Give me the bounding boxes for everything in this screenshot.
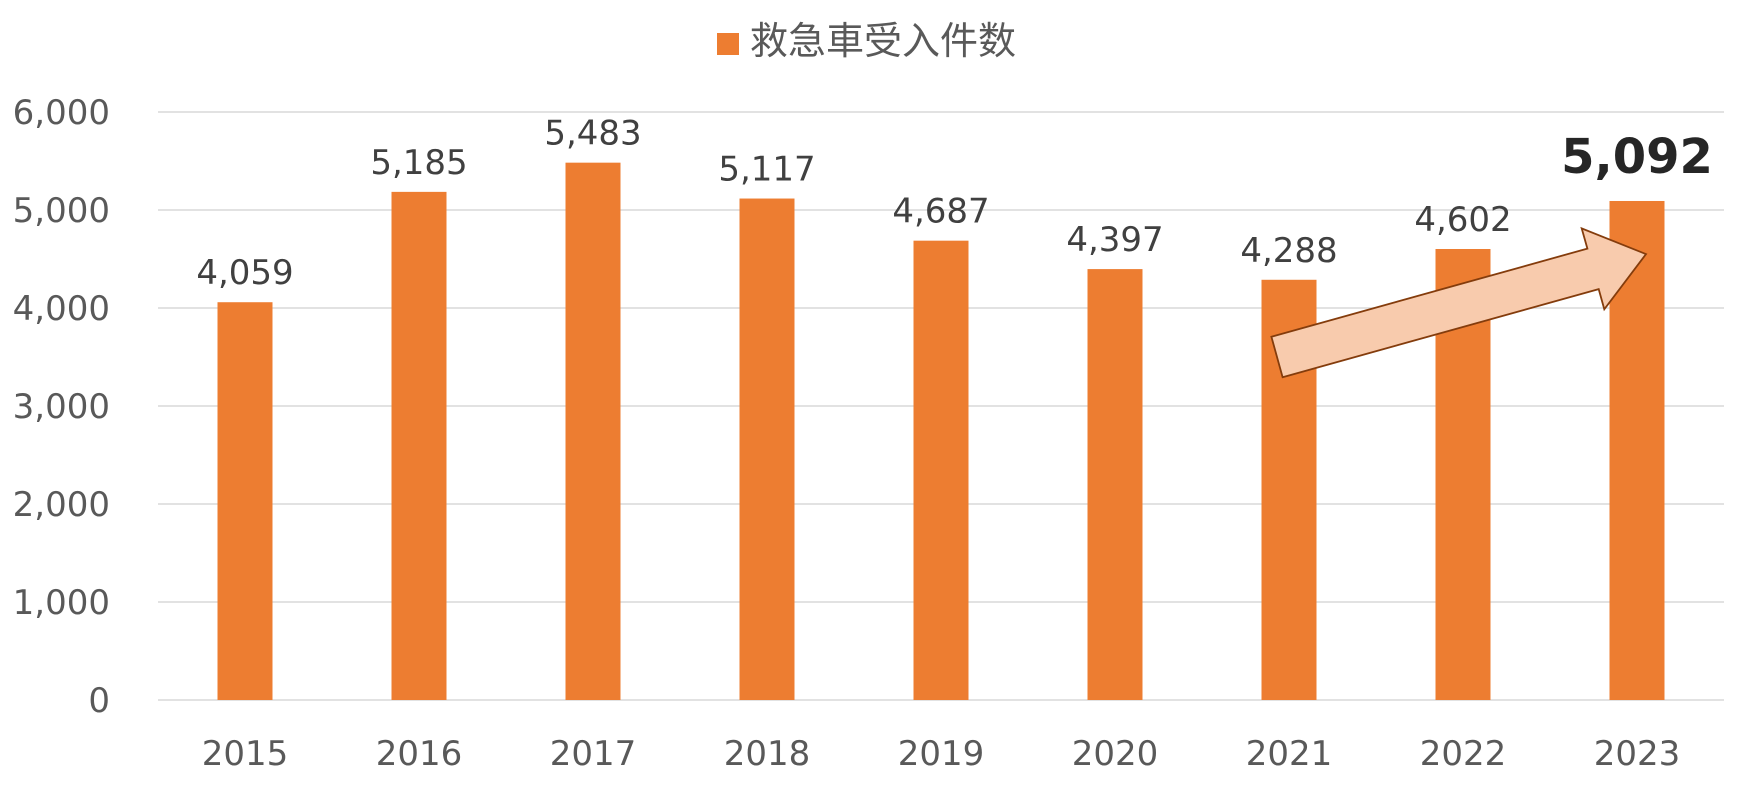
y-tick-label: 5,000 xyxy=(13,191,110,231)
x-tick-label: 2015 xyxy=(202,734,289,774)
data-label: 5,185 xyxy=(370,143,467,183)
bar xyxy=(391,191,447,700)
data-label: 5,483 xyxy=(544,114,641,154)
y-tick-label: 0 xyxy=(88,681,110,721)
bar xyxy=(217,302,273,700)
bar xyxy=(739,198,795,700)
data-label-highlight: 5,092 xyxy=(1561,129,1713,185)
legend-label: 救急車受入件数 xyxy=(750,19,1016,63)
trend-arrow xyxy=(1270,226,1648,379)
x-tick-label: 2018 xyxy=(724,734,811,774)
y-tick-label: 1,000 xyxy=(13,583,110,623)
trend-arrow-shape xyxy=(1270,226,1648,379)
x-tick-label: 2019 xyxy=(898,734,985,774)
legend: 救急車受入件数 xyxy=(717,19,1016,63)
x-tick-label: 2021 xyxy=(1246,734,1333,774)
bar xyxy=(565,162,621,700)
bar xyxy=(1087,269,1143,700)
data-label: 4,687 xyxy=(892,192,989,232)
y-tick-label: 2,000 xyxy=(13,485,110,525)
bar xyxy=(913,240,969,700)
data-label: 4,288 xyxy=(1240,231,1337,271)
y-tick-label: 3,000 xyxy=(13,387,110,427)
legend-swatch xyxy=(717,33,739,55)
x-tick-label: 2022 xyxy=(1420,734,1507,774)
data-label: 4,602 xyxy=(1414,200,1511,240)
x-axis: 2015 2016 2017 2018 2019 2020 2021 2022 2023 xyxy=(202,734,1681,774)
x-tick-label: 2016 xyxy=(376,734,463,774)
y-tick-label: 6,000 xyxy=(13,93,110,133)
data-labels: 4,059 5,185 5,483 5,117 4,687 4,397 4,288 4,602… xyxy=(196,114,1713,294)
x-tick-label: 2017 xyxy=(550,734,637,774)
data-label: 4,059 xyxy=(196,253,293,293)
data-label: 5,117 xyxy=(718,150,815,190)
x-tick-label: 2023 xyxy=(1594,734,1681,774)
y-axis: 0 1,000 2,000 3,000 4,000 5,000 6,000 xyxy=(13,93,110,721)
bars xyxy=(217,162,1665,700)
data-label: 4,397 xyxy=(1066,220,1163,260)
x-tick-label: 2020 xyxy=(1072,734,1159,774)
y-tick-label: 4,000 xyxy=(13,289,110,329)
